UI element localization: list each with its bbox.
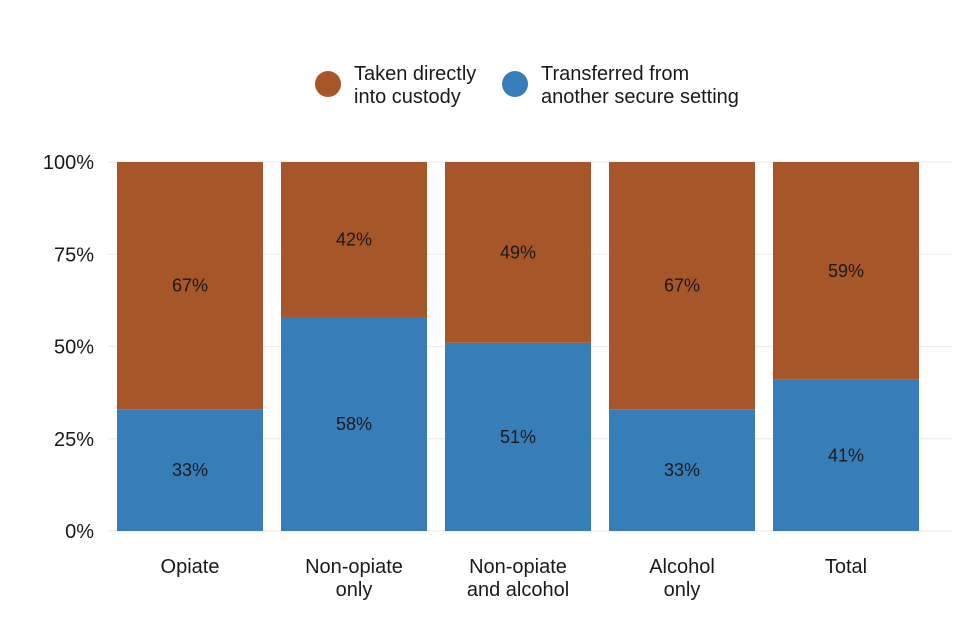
data-label: 59% <box>828 261 864 281</box>
data-label: 67% <box>172 276 208 296</box>
bar-segment <box>281 162 427 317</box>
x-tick-label-line: Total <box>825 556 867 578</box>
y-tick-label: 100% <box>43 152 94 174</box>
x-tick-label-line: Opiate <box>161 556 220 578</box>
legend-swatch <box>315 71 341 97</box>
x-tick-label-line: Non-opiate <box>469 556 567 578</box>
legend-label-line: another secure setting <box>541 86 739 108</box>
bar-segment <box>281 316 427 531</box>
y-tick-label: 25% <box>54 429 94 451</box>
legend-label: Transferred from another secure setting <box>541 63 739 108</box>
legend-label-line: Taken directly <box>354 63 476 85</box>
data-label: 41% <box>828 445 864 465</box>
x-tick-label-line: Alcohol <box>649 556 715 578</box>
x-tick-label-line: only <box>336 579 373 601</box>
legend-label: Taken directly into custody <box>354 63 476 108</box>
data-label: 49% <box>500 242 536 262</box>
bar-segment <box>773 379 919 531</box>
x-tick-label: Alcohol only <box>649 556 715 601</box>
legend-label-line: into custody <box>354 86 461 108</box>
bar-segment <box>117 162 263 410</box>
y-tick-label: 50% <box>54 337 94 359</box>
x-tick-label: Non-opiate and alcohol <box>467 556 569 601</box>
bar-segment <box>117 409 263 531</box>
x-tick-label: Total <box>825 556 867 578</box>
bars <box>117 162 919 531</box>
bar-segment <box>445 342 591 531</box>
data-label: 33% <box>664 460 700 480</box>
y-tick-label: 0% <box>65 521 94 543</box>
bar-segment <box>445 162 591 343</box>
data-label: 51% <box>500 427 536 447</box>
x-tick-label-line: Non-opiate <box>305 556 403 578</box>
legend-swatch <box>502 71 528 97</box>
data-label: 33% <box>172 460 208 480</box>
x-tick-label-line: and alcohol <box>467 579 569 601</box>
x-tick-label-line: only <box>664 579 701 601</box>
legend: Taken directly into custody Transferred fr… <box>315 63 739 108</box>
x-tick-label: Opiate <box>161 556 220 578</box>
bar-segment <box>609 162 755 410</box>
data-label: 42% <box>336 229 372 249</box>
y-axis: 0% 25% 50% 75% 100% <box>43 152 94 543</box>
bar-segment <box>609 409 755 531</box>
data-label: 67% <box>664 276 700 296</box>
data-label: 58% <box>336 414 372 434</box>
legend-label-line: Transferred from <box>541 63 689 85</box>
y-tick-label: 75% <box>54 244 94 266</box>
data-labels: 33% 67% 58% 42% 51% 49% 33% 67% 41% 59% <box>172 229 864 480</box>
bar-segment <box>773 162 919 380</box>
x-tick-label: Non-opiate only <box>305 556 403 601</box>
